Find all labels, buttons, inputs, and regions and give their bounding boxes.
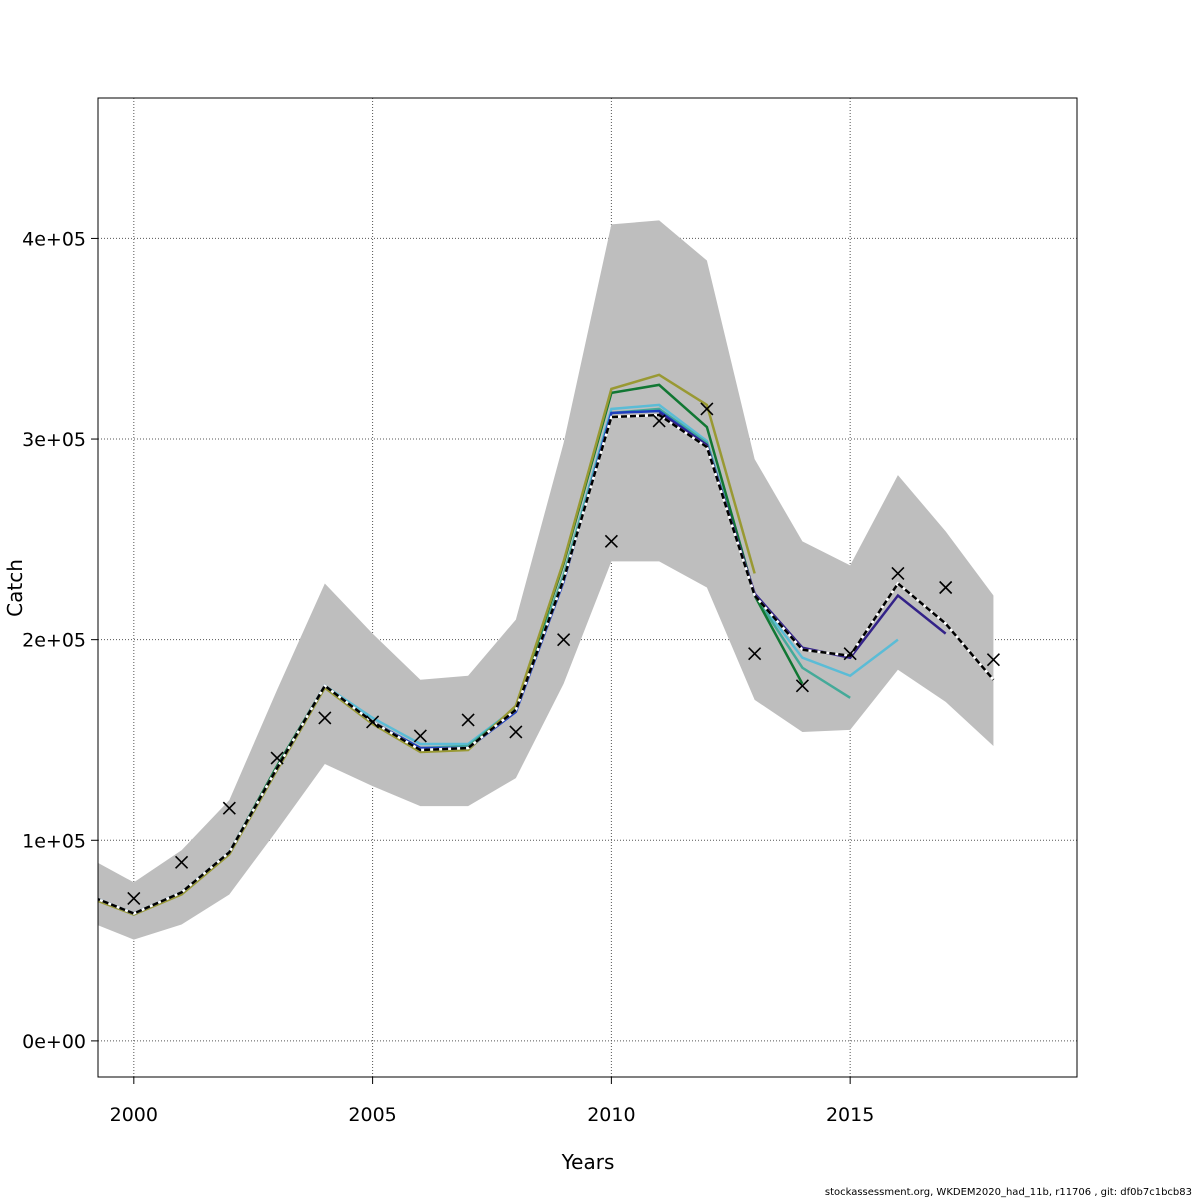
y-tick-label-1: 1e+05 (22, 830, 86, 852)
x-tick-label-3: 2015 (826, 1104, 874, 1126)
observed-point-2004 (318, 711, 332, 725)
observed-point-2003 (270, 751, 284, 765)
observed-point-2006 (413, 729, 427, 743)
x-axis-title: Years (561, 1150, 615, 1174)
observed-point-2018 (986, 653, 1000, 667)
observed-point-2014 (795, 679, 809, 693)
y-tick-label-3: 3e+05 (22, 429, 86, 451)
series-line-6 (98, 413, 995, 915)
x-tick-label-0: 2000 (110, 1104, 158, 1126)
observed-point-2005 (366, 715, 380, 729)
observed-point-2011 (652, 414, 666, 428)
observed-point-2007 (461, 713, 475, 727)
observed-point-2012 (700, 402, 714, 416)
x-axis: 2000 2005 2010 2015 (110, 1077, 874, 1126)
confidence-band-layer (98, 220, 994, 940)
footer-credit: stockassessment.org, WKDEM2020_had_11b, … (824, 1187, 1192, 1198)
series-line-5 (658, 411, 947, 660)
plot-frame (97, 97, 1078, 1078)
y-axis: 0e+00 1e+05 2e+05 3e+05 4e+05 (22, 228, 98, 1053)
observed-point-2016 (891, 566, 905, 581)
y-tick-label-0: 0e+00 (22, 1031, 86, 1053)
y-axis-title: Catch (3, 559, 27, 617)
observed-point-2001 (175, 855, 189, 869)
observed-point-2009 (557, 633, 571, 647)
series-layer (98, 373, 995, 916)
series-line-3 (98, 373, 756, 916)
observed-point-2002 (222, 801, 236, 815)
x-tick-label-2: 2010 (587, 1104, 635, 1126)
observed-point-2015 (843, 647, 857, 661)
observed-point-2013 (748, 647, 762, 661)
y-tick-label-2: 2e+05 (22, 630, 86, 652)
x-tick-label-1: 2005 (348, 1104, 396, 1126)
observed-points-layer (127, 402, 1000, 906)
observed-point-2000 (127, 891, 141, 906)
observed-point-2017 (939, 580, 953, 595)
observed-point-2010 (604, 534, 618, 548)
y-tick-label-4: 4e+05 (22, 228, 86, 250)
confidence-band (98, 220, 994, 940)
observed-point-2008 (509, 725, 523, 739)
